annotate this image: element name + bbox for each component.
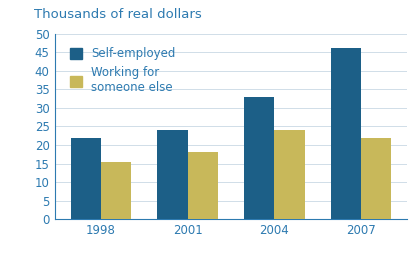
Bar <box>101 162 131 219</box>
Bar <box>361 138 391 219</box>
Bar <box>244 97 274 219</box>
Bar <box>274 130 304 219</box>
Text: Thousands of real dollars: Thousands of real dollars <box>34 8 201 21</box>
Bar <box>158 130 188 219</box>
Bar <box>188 152 218 219</box>
Bar <box>71 138 101 219</box>
Bar <box>331 49 361 219</box>
Legend: Self-employed, Working for
someone else: Self-employed, Working for someone else <box>68 45 178 97</box>
